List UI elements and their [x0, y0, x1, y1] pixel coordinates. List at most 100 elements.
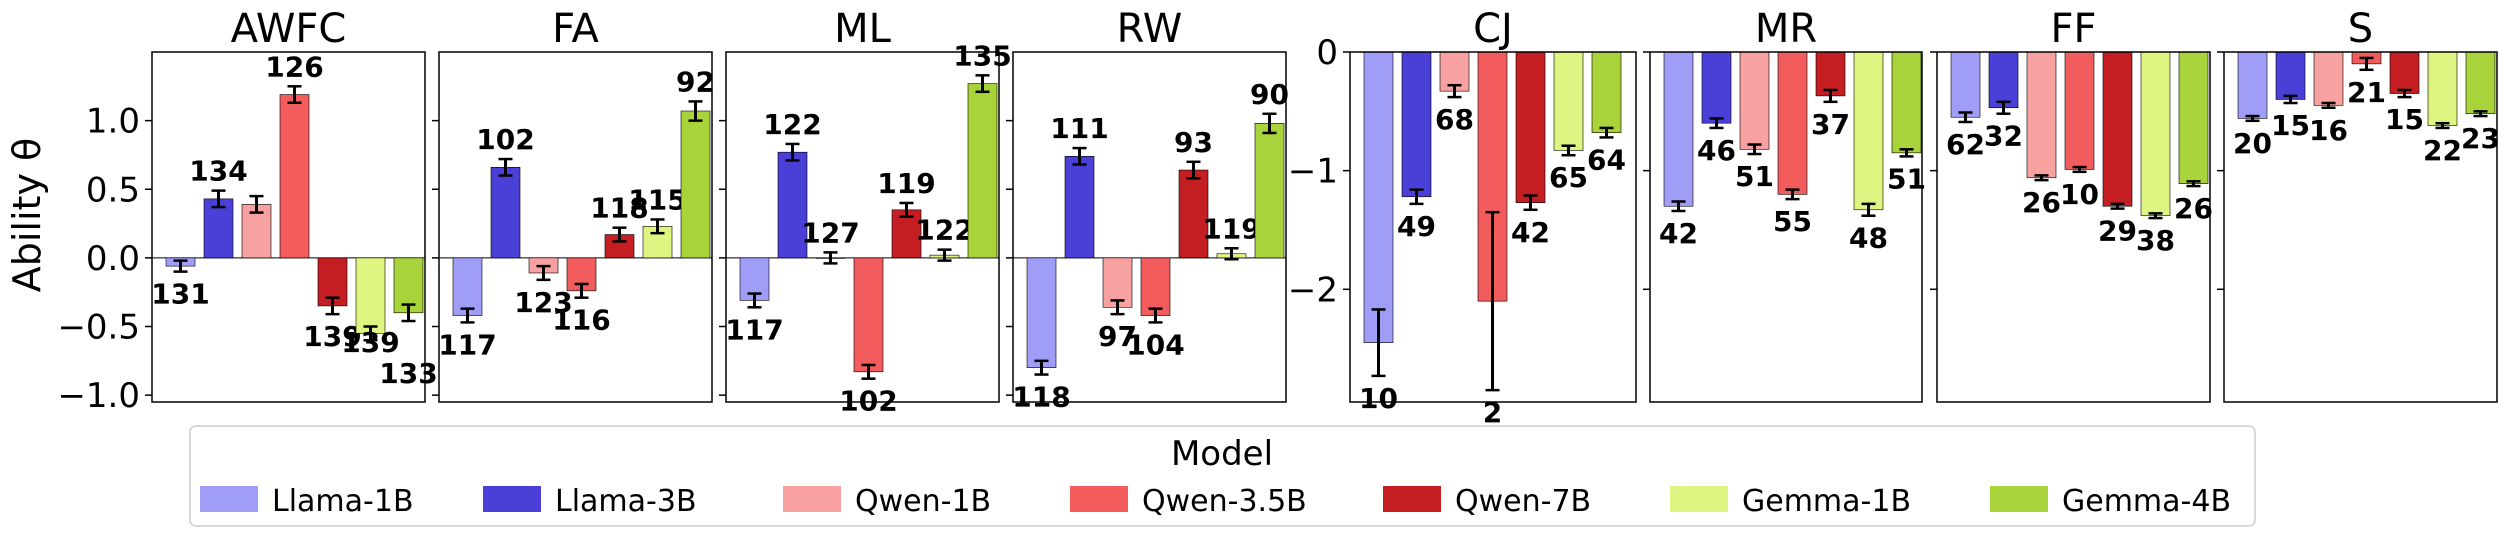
- data-label: 42: [1659, 217, 1698, 250]
- bar-llama-3b: [1701, 51, 1732, 124]
- bar-gemma-1b: [355, 257, 386, 334]
- data-label: 62: [1946, 128, 1985, 161]
- bar-llama-1b: [1663, 51, 1694, 207]
- data-label: 127: [801, 216, 859, 249]
- panels: AWFC−1.0−0.50.00.51.0131134126139139133F…: [57, 6, 2500, 429]
- panel-title: AWFC: [231, 6, 347, 52]
- bar-gemma-4b: [680, 110, 711, 259]
- bar-llama-3b: [777, 151, 808, 259]
- bar-llama-3b: [1401, 51, 1432, 198]
- data-label: 123: [514, 286, 572, 319]
- bar-gemma-4b: [967, 83, 998, 259]
- y-tick-label: −0.5: [57, 308, 140, 348]
- legend-label: Llama-3B: [555, 484, 697, 519]
- data-label: 65: [1549, 161, 1588, 194]
- y-tick-label: 1.0: [86, 102, 140, 142]
- data-label: 51: [1887, 162, 1926, 195]
- data-label: 20: [2233, 127, 2272, 160]
- legend-swatch: [1383, 486, 1441, 512]
- data-label: 104: [1126, 328, 1184, 361]
- panel-frame: [1012, 51, 1287, 403]
- bar-qwen-7b: [1178, 169, 1209, 259]
- data-label: 37: [1811, 108, 1850, 141]
- legend-frame: [189, 425, 2256, 527]
- data-label: 23: [2461, 122, 2500, 155]
- legend-item-qwen-7b: Qwen-7B: [1383, 484, 1591, 519]
- data-label: 93: [1174, 126, 1213, 159]
- panel-title: FA: [552, 6, 599, 52]
- data-label: 68: [1435, 103, 1474, 136]
- panel-frame: [725, 51, 1000, 403]
- data-label: 111: [1050, 112, 1108, 145]
- data-label: 139: [341, 326, 399, 359]
- data-label: 2: [1483, 396, 1502, 429]
- data-label: 119: [877, 167, 935, 200]
- data-label: 16: [2309, 114, 2348, 147]
- bar-llama-1b: [452, 257, 483, 316]
- data-label: 10: [1359, 382, 1398, 415]
- bar-qwen-7b: [1515, 51, 1546, 203]
- data-label: 115: [628, 183, 686, 216]
- bar-gemma-4b: [1891, 51, 1922, 154]
- legend-label: Qwen-1B: [855, 484, 991, 519]
- panel-title: MR: [1755, 6, 1817, 52]
- data-label: 22: [2423, 134, 2462, 167]
- data-label: 131: [151, 278, 209, 311]
- panel-frame: [2223, 51, 2498, 403]
- bar-qwen-7b: [2102, 51, 2133, 207]
- legend-label: Qwen-7B: [1455, 484, 1591, 519]
- panel-title: FF: [2050, 6, 2096, 52]
- data-label: 117: [438, 328, 496, 361]
- data-label: 118: [1012, 381, 1070, 414]
- data-label: 102: [839, 385, 897, 418]
- panel-title: RW: [1117, 6, 1183, 52]
- panel-frame: [151, 51, 426, 403]
- data-label: 102: [476, 123, 534, 156]
- data-label: 139: [303, 320, 361, 353]
- y-tick-label: 0: [1316, 33, 1338, 73]
- legend-item-llama-3b: Llama-3B: [483, 484, 697, 519]
- panel-title: CJ: [1473, 6, 1513, 52]
- legend-swatch: [1670, 486, 1728, 512]
- bar-llama-3b: [490, 166, 521, 259]
- data-label: 118: [590, 192, 648, 225]
- data-label: 97: [1098, 320, 1137, 353]
- legend-swatch: [1990, 486, 2048, 512]
- legend-swatch: [783, 486, 841, 512]
- bar-llama-1b: [2237, 51, 2268, 119]
- bar-qwen-3.5b: [1140, 257, 1171, 316]
- bar-llama-3b: [1988, 51, 2019, 109]
- bar-llama-1b: [1363, 51, 1394, 343]
- bar-gemma-4b: [1254, 123, 1285, 259]
- y-tick-label: −2: [1288, 270, 1338, 310]
- data-label: 51: [1735, 160, 1774, 193]
- data-label: 46: [1697, 134, 1736, 167]
- legend-label: Gemma-1B: [1742, 484, 1911, 519]
- panel-frame: [1649, 51, 1923, 403]
- bar-gemma-1b: [2427, 51, 2458, 126]
- legend-title: Model: [1171, 434, 1273, 474]
- bar-llama-3b: [203, 198, 234, 259]
- panel-frame: [1349, 51, 1637, 403]
- data-label: 38: [2136, 224, 2175, 257]
- data-label: 26: [2174, 192, 2213, 225]
- legend-label: Gemma-4B: [2062, 484, 2231, 519]
- bar-llama-1b: [1950, 51, 1981, 118]
- data-label: 26: [2022, 186, 2061, 219]
- data-label: 122: [763, 108, 821, 141]
- data-label: 122: [915, 214, 973, 247]
- bar-gemma-1b: [1553, 51, 1584, 151]
- data-label: 134: [189, 155, 247, 188]
- data-label: 32: [1984, 120, 2023, 153]
- bar-llama-3b: [2275, 51, 2306, 100]
- data-label: 49: [1397, 210, 1436, 243]
- data-label: 42: [1511, 216, 1550, 249]
- panel-frame: [1936, 51, 2211, 403]
- legend-swatch: [483, 486, 541, 512]
- bar-gemma-1b: [1853, 51, 1884, 211]
